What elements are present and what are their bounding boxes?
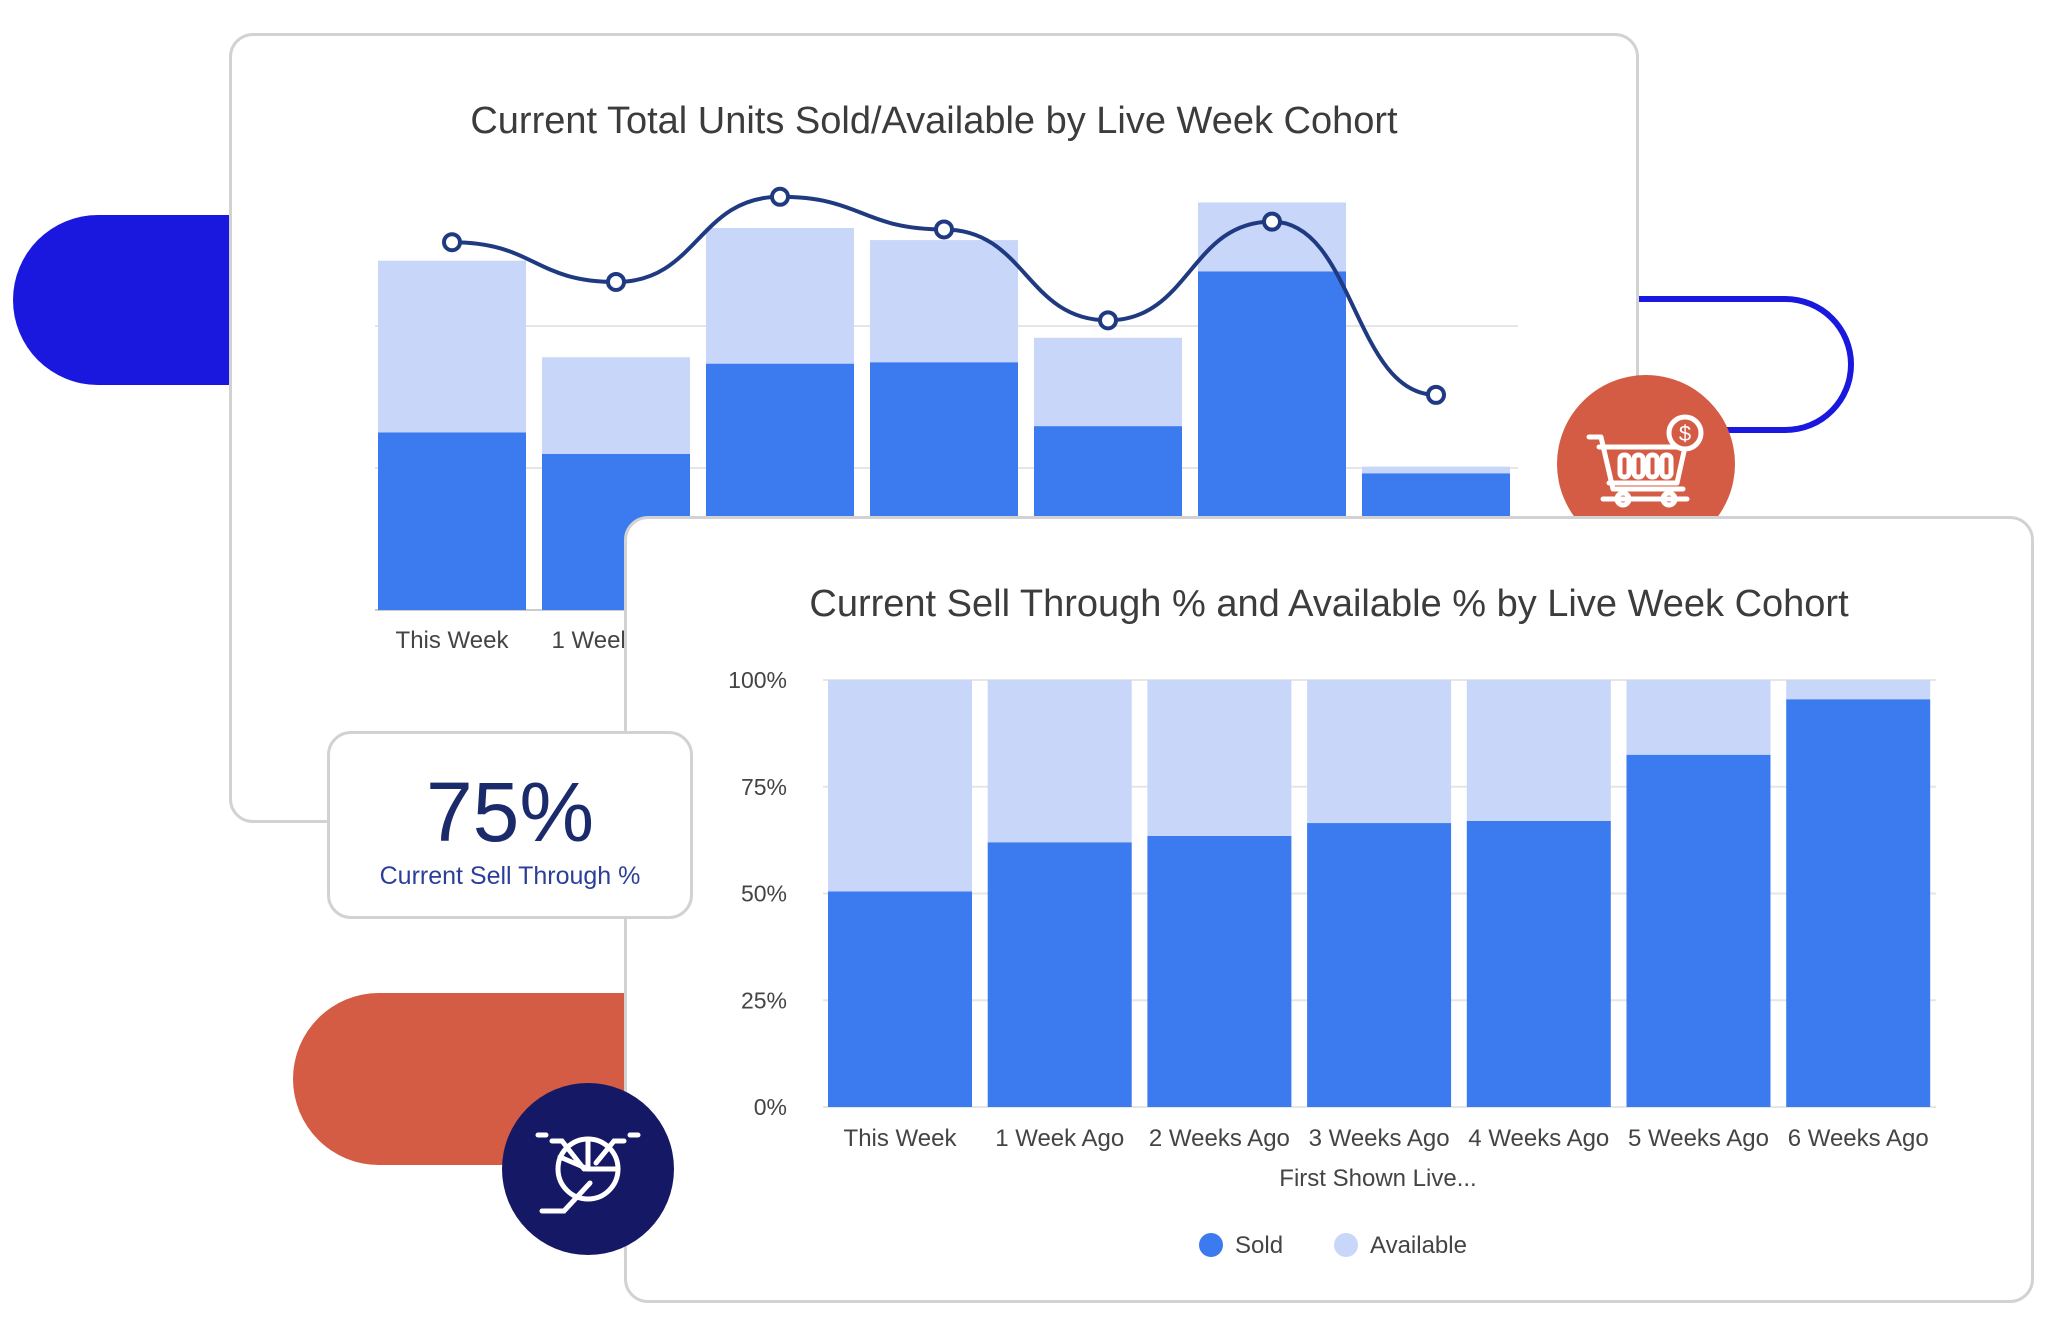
x-tick-label: 6 Weeks Ago bbox=[1788, 1125, 1929, 1152]
bar-sold bbox=[1147, 835, 1292, 1107]
x-tick-label: This Week bbox=[396, 627, 510, 654]
bar-sold bbox=[1626, 754, 1771, 1107]
legend-available-dot bbox=[1334, 1233, 1358, 1257]
bar-available bbox=[828, 680, 972, 892]
bar-available bbox=[1307, 680, 1452, 824]
bar-available bbox=[542, 357, 690, 454]
line-point bbox=[606, 271, 626, 292]
bar-available bbox=[706, 228, 854, 364]
kpi-label: Current Sell Through % bbox=[379, 862, 641, 890]
line-point bbox=[770, 186, 790, 207]
x-axis-label: First Shown Live... bbox=[1279, 1165, 1476, 1192]
bar-available bbox=[987, 680, 1132, 843]
bar-available bbox=[1786, 680, 1931, 700]
analytics-badge bbox=[502, 1083, 674, 1255]
bar-sold bbox=[378, 432, 526, 610]
y-tick-label: 0% bbox=[754, 1094, 787, 1120]
bar-available bbox=[1466, 680, 1611, 821]
legend-available-label: Available bbox=[1370, 1232, 1467, 1259]
y-tick-label: 25% bbox=[741, 987, 787, 1013]
x-tick-label: 5 Weeks Ago bbox=[1628, 1125, 1769, 1152]
kpi-value: 75% bbox=[425, 765, 595, 859]
kpi-card: 75% Current Sell Through % bbox=[327, 731, 693, 919]
line-point bbox=[442, 232, 462, 253]
y-tick-label: 75% bbox=[741, 774, 787, 800]
bar-available bbox=[1626, 680, 1771, 755]
bar-available bbox=[1034, 337, 1182, 427]
x-tick-label: This Week bbox=[844, 1125, 958, 1152]
x-tick-label: 1 Week Ago bbox=[995, 1125, 1124, 1152]
y-tick-label: 50% bbox=[741, 881, 787, 907]
chart-title: Current Sell Through % and Available % b… bbox=[809, 583, 1849, 625]
bar-sold bbox=[828, 891, 972, 1107]
sell-through-chart: 0% 25% 50% 75% 100% This Week 1 Week Ago 2 Week… bbox=[728, 667, 1936, 1259]
line-point bbox=[1262, 211, 1282, 232]
svg-text:$: $ bbox=[1679, 421, 1691, 446]
bar-sold bbox=[1307, 823, 1452, 1107]
shopping-cart-dollar-icon: $ bbox=[1586, 414, 1704, 508]
bar-sold bbox=[987, 842, 1132, 1107]
legend-sold-dot bbox=[1199, 1233, 1223, 1257]
sell-through-chart-card: Current Sell Through % and Available % b… bbox=[624, 516, 2034, 1303]
x-tick-label: 4 Weeks Ago bbox=[1468, 1125, 1609, 1152]
bar-available bbox=[378, 260, 526, 433]
line-point bbox=[934, 219, 954, 240]
y-tick-label: 100% bbox=[728, 667, 787, 693]
x-tick-label: 3 Weeks Ago bbox=[1309, 1125, 1450, 1152]
bar-sold bbox=[1786, 699, 1931, 1107]
line-point bbox=[1098, 310, 1118, 331]
pie-chart-analytics-icon bbox=[535, 1132, 641, 1214]
bar-available bbox=[870, 240, 1018, 363]
line-point bbox=[1426, 384, 1446, 405]
legend-sold-label: Sold bbox=[1235, 1232, 1283, 1259]
chart-title: Current Total Units Sold/Available by Li… bbox=[470, 100, 1398, 142]
x-tick-label: 2 Weeks Ago bbox=[1149, 1125, 1290, 1152]
bar-available bbox=[1147, 680, 1292, 836]
bar-sold bbox=[1466, 820, 1611, 1107]
bar-available bbox=[1362, 466, 1510, 474]
